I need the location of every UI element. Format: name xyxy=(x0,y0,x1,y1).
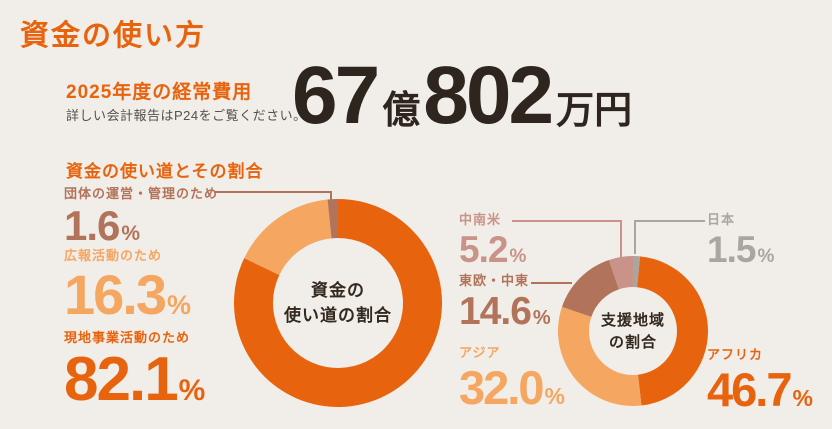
donut-slice-日本 xyxy=(633,256,641,288)
connector-line-japan xyxy=(634,220,705,222)
stat-field-operations: 現地事業活動のため 82.1 % xyxy=(64,330,205,411)
region-donut-chart xyxy=(558,256,708,406)
amount-man-value: 802 xyxy=(423,50,554,141)
stat-eastern-europe-middle-east: 東欧・中東 14.6 % xyxy=(459,273,551,331)
stat-value: 16.3 % xyxy=(64,263,192,326)
region-donut-center-label: 支援地域 の割合 xyxy=(600,312,665,351)
stat-africa: アフリカ 46.7 % xyxy=(707,347,813,413)
donut-slice-東欧・中東 xyxy=(561,259,619,317)
stat-japan: 日本 1.5 % xyxy=(707,212,774,268)
stat-value: 14.6 % xyxy=(459,290,551,333)
stat-value: 32.0 % xyxy=(459,361,565,414)
donut-slice-広報活動のため xyxy=(244,199,332,275)
usage-donut-center-label: 資金の 使い道の割合 xyxy=(284,281,392,325)
connector-line-admin xyxy=(214,191,332,193)
connector-line-latin-america xyxy=(620,220,622,258)
stat-latin-america: 中南米 5.2 % xyxy=(459,212,526,268)
connector-line-latin-america xyxy=(512,220,622,222)
stat-label: 現地事業活動のため xyxy=(64,330,191,345)
usage-section-heading: 資金の使い道とその割合 xyxy=(66,162,264,181)
donut-slice-中南米 xyxy=(608,256,633,290)
fiscal-year-label: 2025年度の経常費用 xyxy=(66,82,253,103)
stat-value: 5.2 % xyxy=(459,229,527,270)
stat-label: 広報活動のため xyxy=(64,248,163,263)
stat-label: アフリカ xyxy=(707,347,764,362)
stat-label: 東欧・中東 xyxy=(459,273,530,288)
amount-oku-value: 67 xyxy=(292,50,380,141)
connector-line-admin xyxy=(330,191,332,203)
connector-line-japan xyxy=(634,220,636,254)
stat-label: 中南米 xyxy=(459,212,502,227)
stat-asia: アジア 32.0 % xyxy=(459,345,565,411)
donut-slice-アフリカ xyxy=(637,256,708,406)
donut-slice-現地事業活動のため xyxy=(234,199,442,407)
connector-line-eastern-europe xyxy=(531,282,572,284)
total-expense-amount: 67 億 802 万円 xyxy=(292,55,635,137)
stat-value: 1.5 % xyxy=(707,229,775,270)
stat-label: アジア xyxy=(459,345,501,360)
stat-label: 日本 xyxy=(707,212,736,227)
stat-value: 46.7 % xyxy=(707,363,813,416)
accounting-note: 詳しい会計報告はP24をご覧ください。 xyxy=(66,108,307,123)
page-title: 資金の使い方 xyxy=(20,20,207,52)
donut-slice-団体の運営・管理のため xyxy=(327,199,338,239)
stat-value: 1.6 % xyxy=(64,202,141,249)
stat-admin-management: 団体の運営・管理のため 1.6 % xyxy=(64,186,218,247)
usage-donut-chart xyxy=(234,199,442,407)
stat-label: 団体の運営・管理のため xyxy=(64,186,219,201)
amount-oku-unit: 億 xyxy=(382,90,421,132)
amount-man-unit: 万円 xyxy=(556,90,633,132)
stat-public-relations: 広報活動のため 16.3 % xyxy=(64,248,191,323)
stat-value: 82.1 % xyxy=(64,345,206,414)
donut-slice-アジア xyxy=(558,306,642,406)
